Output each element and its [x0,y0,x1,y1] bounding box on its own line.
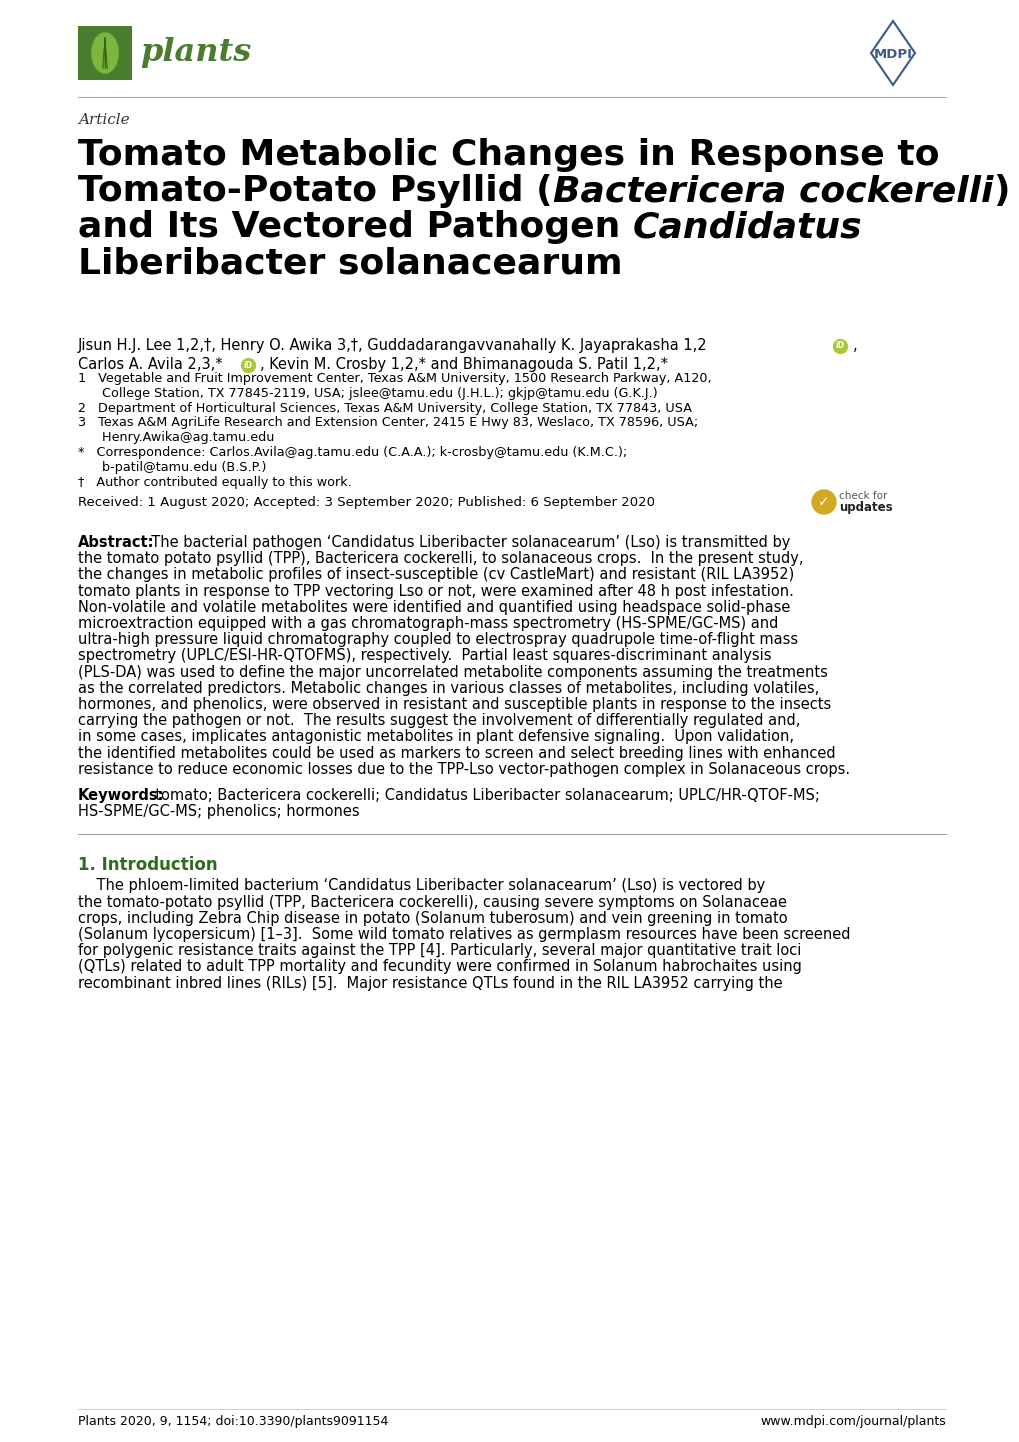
Text: ultra-high pressure liquid chromatography coupled to electrospray quadrupole tim: ultra-high pressure liquid chromatograph… [77,632,797,647]
Text: plants: plants [140,37,251,69]
Text: microextraction equipped with a gas chromatograph-mass spectrometry (HS-SPME/GC-: microextraction equipped with a gas chro… [77,616,777,632]
Text: in some cases, implicates antagonistic metabolites in plant defensive signaling.: in some cases, implicates antagonistic m… [77,730,793,744]
Text: HS-SPME/GC-MS; phenolics; hormones: HS-SPME/GC-MS; phenolics; hormones [77,805,360,819]
Text: (QTLs) related to adult TPP mortality and fecundity were confirmed in Solanum ha: (QTLs) related to adult TPP mortality an… [77,959,801,975]
Text: tomato; Bactericera cockerelli; Candidatus Liberibacter solanacearum; UPLC/HR-QT: tomato; Bactericera cockerelli; Candidat… [146,787,819,803]
Text: Article: Article [77,112,129,127]
Text: College Station, TX 77845-2119, USA; jslee@tamu.edu (J.H.L.); gkjp@tamu.edu (G.K: College Station, TX 77845-2119, USA; jsl… [77,386,657,399]
Text: Tomato-Potato Psyllid (: Tomato-Potato Psyllid ( [77,174,552,208]
Text: Received: 1 August 2020; Accepted: 3 September 2020; Published: 6 September 2020: Received: 1 August 2020; Accepted: 3 Sep… [77,496,654,509]
Text: www.mdpi.com/journal/plants: www.mdpi.com/journal/plants [759,1415,945,1428]
Text: Plants 2020, 9, 1154; doi:10.3390/plants9091154: Plants 2020, 9, 1154; doi:10.3390/plants… [77,1415,388,1428]
Ellipse shape [91,32,119,74]
Text: Candidatus: Candidatus [633,211,862,244]
Text: as the correlated predictors. Metabolic changes in various classes of metabolite: as the correlated predictors. Metabolic … [77,681,818,696]
Text: the tomato-potato psyllid (TPP, Bactericera cockerelli), causing severe symptoms: the tomato-potato psyllid (TPP, Bacteric… [77,894,787,910]
Text: The phloem-limited bacterium ‘Candidatus Liberibacter solanacearum’ (Lso) is vec: The phloem-limited bacterium ‘Candidatus… [77,878,764,894]
Text: †   Author contributed equally to this work.: † Author contributed equally to this wor… [77,476,352,489]
Text: MDPI: MDPI [872,49,912,62]
Text: for polygenic resistance traits against the TPP [4]. Particularly, several major: for polygenic resistance traits against … [77,943,801,957]
Text: the identified metabolites could be used as markers to screen and select breedin: the identified metabolites could be used… [77,746,835,760]
Text: 1   Vegetable and Fruit Improvement Center, Texas A&M University, 1500 Research : 1 Vegetable and Fruit Improvement Center… [77,372,711,385]
Text: Jisun H.J. Lee 1,2,†, Henry O. Awika 3,†, Guddadarangavvanahally K. Jayaprakasha: Jisun H.J. Lee 1,2,†, Henry O. Awika 3,†… [77,337,707,353]
Text: Liberibacter solanacearum: Liberibacter solanacearum [77,247,622,280]
Text: Abstract:: Abstract: [77,535,154,549]
Text: the tomato potato psyllid (TPP), Bactericera cockerelli, to solanaceous crops.  : the tomato potato psyllid (TPP), Bacteri… [77,551,803,567]
Text: hormones, and phenolics, were observed in resistant and susceptible plants in re: hormones, and phenolics, were observed i… [77,696,830,712]
Text: 2   Department of Horticultural Sciences, Texas A&M University, College Station,: 2 Department of Horticultural Sciences, … [77,402,691,415]
Text: (PLS-DA) was used to define the major uncorrelated metabolite components assumin: (PLS-DA) was used to define the major un… [77,665,827,679]
Text: crops, including Zebra Chip disease in potato (Solanum tuberosum) and vein green: crops, including Zebra Chip disease in p… [77,911,787,926]
Text: iD: iD [244,360,253,369]
Text: *   Correspondence: Carlos.Avila@ag.tamu.edu (C.A.A.); k-crosby@tamu.edu (K.M.C.: * Correspondence: Carlos.Avila@ag.tamu.e… [77,446,627,459]
Text: spectrometry (UPLC/ESI-HR-QTOFMS), respectively.  Partial least squares-discrimi: spectrometry (UPLC/ESI-HR-QTOFMS), respe… [77,649,770,663]
Text: , Kevin M. Crosby 1,2,* and Bhimanagouda S. Patil 1,2,*: , Kevin M. Crosby 1,2,* and Bhimanagouda… [260,358,667,372]
Text: Keywords:: Keywords: [77,787,164,803]
Text: 1. Introduction: 1. Introduction [77,857,217,874]
Text: and Its Vectored Pathogen: and Its Vectored Pathogen [77,211,633,244]
Text: carrying the pathogen or not.  The results suggest the involvement of differenti: carrying the pathogen or not. The result… [77,714,800,728]
Text: 3   Texas A&M AgriLife Research and Extension Center, 2415 E Hwy 83, Weslaco, TX: 3 Texas A&M AgriLife Research and Extens… [77,417,698,430]
Text: Henry.Awika@ag.tamu.edu: Henry.Awika@ag.tamu.edu [77,431,274,444]
Text: b-patil@tamu.edu (B.S.P.): b-patil@tamu.edu (B.S.P.) [77,461,266,474]
Text: resistance to reduce economic losses due to the TPP-Lso vector-pathogen complex : resistance to reduce economic losses due… [77,761,849,777]
FancyBboxPatch shape [77,26,131,79]
Text: (Solanum lycopersicum) [1–3].  Some wild tomato relatives as germplasm resources: (Solanum lycopersicum) [1–3]. Some wild … [77,927,850,942]
Circle shape [811,490,836,513]
Text: ,: , [852,337,857,353]
Text: The bacterial pathogen ‘Candidatus Liberibacter solanacearum’ (Lso) is transmitt: The bacterial pathogen ‘Candidatus Liber… [142,535,790,549]
Text: recombinant inbred lines (RILs) [5].  Major resistance QTLs found in the RIL LA3: recombinant inbred lines (RILs) [5]. Maj… [77,976,782,991]
Text: ✓: ✓ [817,495,829,509]
Text: Tomato Metabolic Changes in Response to: Tomato Metabolic Changes in Response to [77,138,938,172]
Text: check for: check for [839,490,887,500]
Text: Non-volatile and volatile metabolites were identified and quantified using heads: Non-volatile and volatile metabolites we… [77,600,790,614]
Text: updates: updates [839,500,892,513]
Text: the changes in metabolic profiles of insect-susceptible (cv CastleMart) and resi: the changes in metabolic profiles of ins… [77,567,794,583]
Text: tomato plants in response to TPP vectoring Lso or not, were examined after 48 h : tomato plants in response to TPP vectori… [77,584,793,598]
Text: iD: iD [835,342,844,350]
Text: ): ) [993,174,1009,208]
Text: Bactericera cockerelli: Bactericera cockerelli [552,174,993,208]
Text: Carlos A. Avila 2,3,*: Carlos A. Avila 2,3,* [77,358,222,372]
